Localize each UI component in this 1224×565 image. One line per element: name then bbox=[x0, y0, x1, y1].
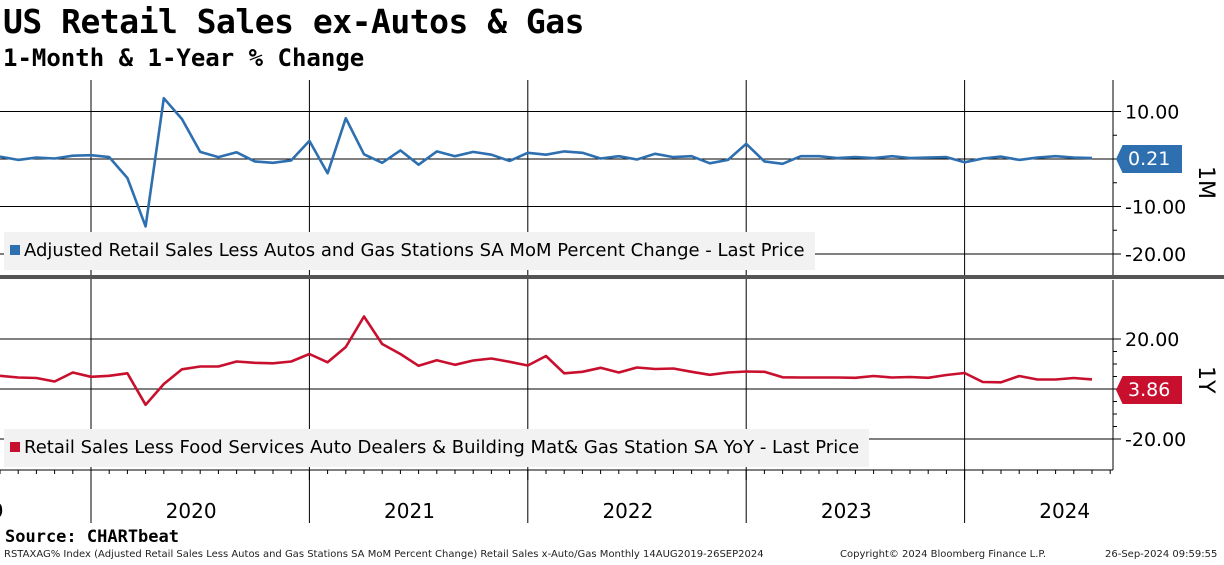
chart-title: US Retail Sales ex-Autos & Gas bbox=[3, 2, 585, 41]
x-year-label-2023: 2023 bbox=[821, 499, 872, 523]
bottom-ytick-label: -20.00 bbox=[1125, 429, 1186, 451]
x-year-label-2021: 2021 bbox=[384, 499, 435, 523]
yoy-axis-unit: 1Y bbox=[1193, 366, 1218, 394]
top-ytick-label: -10.00 bbox=[1125, 197, 1186, 219]
legend-yoy-label: Retail Sales Less Food Services Auto Dea… bbox=[24, 437, 860, 458]
series-layer bbox=[0, 96, 1093, 407]
mom-last-price-tag: 0.21 bbox=[1116, 145, 1182, 173]
grid-layer bbox=[0, 80, 1224, 523]
bottom-ytick-label: 20.00 bbox=[1125, 329, 1179, 351]
index-description: RSTAXAG% Index (Adjusted Retail Sales Le… bbox=[4, 549, 764, 560]
legend-mom-swatch bbox=[10, 245, 20, 255]
legend-mom: Adjusted Retail Sales Less Autos and Gas… bbox=[4, 232, 815, 270]
x-year-label-2019: 2019 bbox=[0, 499, 4, 523]
bottom-series-line bbox=[0, 315, 1093, 407]
yoy-last-price: 3.86 bbox=[1128, 379, 1171, 401]
copyright: Copyright© 2024 Bloomberg Finance L.P. bbox=[840, 549, 1047, 560]
x-year-label-2024: 2024 bbox=[1039, 499, 1090, 523]
top-ytick-label: 10.00 bbox=[1125, 102, 1179, 124]
timestamp: 26-Sep-2024 09:59:55 bbox=[1105, 549, 1218, 560]
x-year-label-2022: 2022 bbox=[602, 499, 653, 523]
mom-axis-unit: 1M bbox=[1193, 166, 1218, 199]
mom-last-price: 0.21 bbox=[1128, 148, 1171, 170]
legend-yoy-swatch bbox=[10, 442, 20, 452]
legend-yoy: Retail Sales Less Food Services Auto Dea… bbox=[4, 429, 870, 467]
top-series-line bbox=[0, 96, 1093, 228]
chart-subtitle: 1-Month & 1-Year % Change bbox=[3, 44, 365, 72]
source-note: Source: CHARTbeat bbox=[5, 527, 179, 547]
legend-mom-label: Adjusted Retail Sales Less Autos and Gas… bbox=[24, 240, 805, 261]
top-ytick-label: -20.00 bbox=[1125, 244, 1186, 266]
yoy-last-price-tag: 3.86 bbox=[1116, 376, 1182, 404]
x-year-label-2020: 2020 bbox=[166, 499, 217, 523]
